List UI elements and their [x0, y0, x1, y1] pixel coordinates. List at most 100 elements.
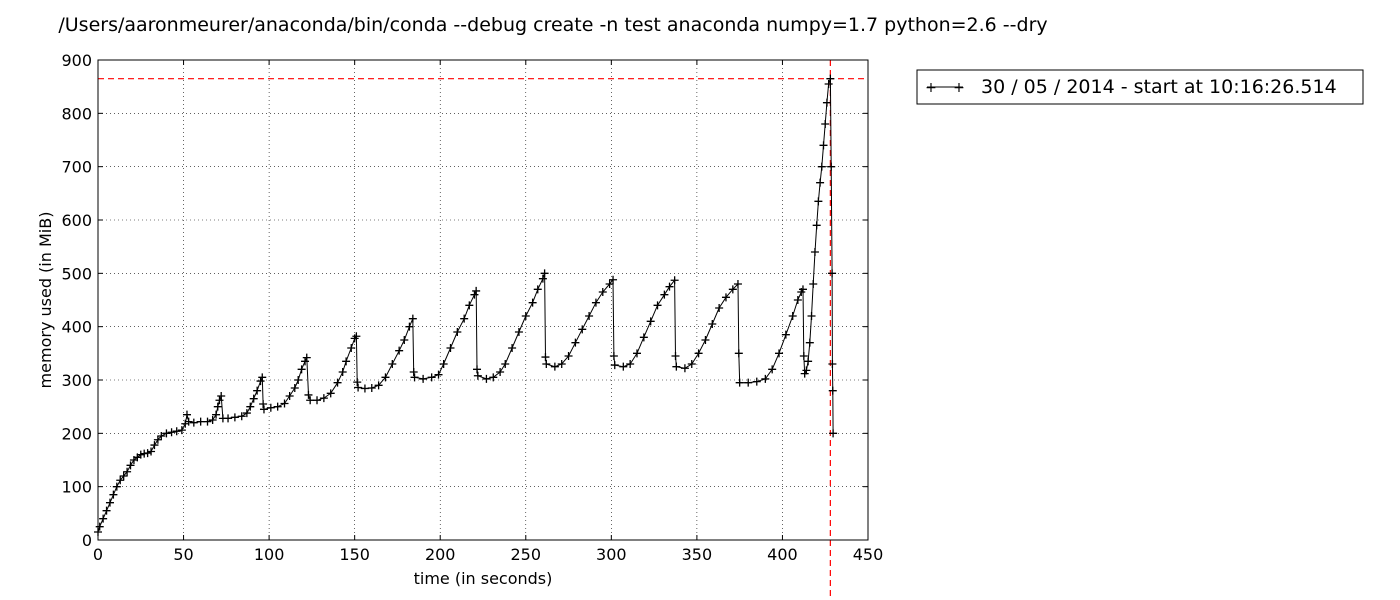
data-point: [819, 141, 828, 150]
data-point: [150, 441, 159, 450]
data-point: [653, 301, 662, 310]
x-axis-label: time (in seconds): [414, 569, 553, 588]
data-point: [609, 275, 618, 284]
data-point: [230, 413, 239, 422]
data-point: [521, 312, 530, 320]
y-tick-label: 300: [61, 371, 92, 390]
data-point: [237, 412, 246, 421]
data-point: [798, 285, 807, 294]
data-point: [557, 360, 566, 368]
data-point: [258, 373, 267, 382]
data-point: [687, 360, 696, 368]
data-point: [715, 304, 724, 312]
data-series: [94, 74, 838, 536]
data-point: [591, 298, 600, 307]
data-point: [672, 362, 681, 371]
data-point: [177, 426, 186, 435]
data-point: [302, 353, 311, 362]
data-point: [410, 373, 419, 382]
data-point: [680, 364, 689, 373]
data-point: [788, 312, 797, 320]
data-point: [752, 377, 761, 386]
data-point: [153, 435, 162, 444]
data-point: [253, 386, 262, 395]
data-point: [473, 371, 482, 380]
data-point: [123, 467, 132, 476]
data-point: [434, 370, 443, 379]
data-point: [208, 416, 217, 424]
data-point: [665, 282, 674, 291]
data-point: [460, 314, 469, 323]
data-point: [294, 376, 303, 384]
data-point: [259, 400, 268, 408]
data-point: [805, 338, 814, 347]
data-point: [508, 344, 517, 352]
data-point: [609, 352, 618, 360]
data-point: [646, 317, 655, 326]
data-point: [812, 221, 821, 230]
legend-marker-left: +: [925, 80, 937, 96]
data-point: [828, 269, 837, 278]
data-point: [564, 352, 573, 360]
data-point: [249, 394, 258, 403]
data-point: [816, 178, 825, 187]
data-point: [105, 498, 114, 507]
data-point: [246, 402, 255, 411]
data-point: [215, 396, 224, 405]
x-tick-label: 450: [853, 545, 884, 564]
data-point: [184, 417, 193, 426]
data-point: [781, 330, 790, 339]
data-point: [374, 381, 383, 390]
data-point: [167, 428, 176, 437]
data-point: [367, 384, 376, 392]
data-point: [671, 352, 680, 360]
data-point: [660, 290, 669, 299]
data-point: [496, 368, 505, 376]
x-tick-label: 200: [425, 545, 456, 564]
data-point: [827, 162, 836, 171]
data-point: [116, 476, 125, 485]
data-point: [541, 353, 550, 362]
data-point: [196, 417, 205, 426]
data-point: [266, 403, 275, 412]
data-point: [501, 360, 510, 368]
data-point: [256, 377, 265, 386]
x-tick-label: 300: [596, 545, 627, 564]
x-tick-label: 50: [173, 545, 193, 564]
data-point: [360, 384, 369, 393]
data-point: [259, 405, 268, 414]
data-point: [482, 374, 491, 383]
data-point: [542, 360, 551, 368]
data-point: [775, 349, 784, 358]
data-point: [395, 346, 404, 355]
x-tick-label: 0: [93, 545, 103, 564]
data-point: [319, 394, 328, 403]
data-point: [297, 365, 306, 374]
plot-frame: [97, 59, 869, 541]
data-point: [728, 285, 737, 294]
data-point: [213, 402, 222, 411]
data-point: [112, 482, 121, 491]
data-point: [352, 332, 361, 341]
data-point: [768, 365, 777, 374]
data-point: [809, 280, 818, 288]
data-point: [605, 280, 614, 288]
x-tick-label: 350: [682, 545, 713, 564]
data-point: [465, 301, 474, 310]
data-point: [821, 120, 830, 128]
data-point: [290, 384, 299, 392]
data-point: [470, 290, 479, 299]
y-tick-label: 600: [61, 211, 92, 230]
data-point: [826, 74, 835, 83]
data-point: [626, 360, 635, 368]
data-point: [285, 392, 294, 400]
data-point: [280, 399, 289, 408]
chart-title: /Users/aaronmeurer/anaconda/bin/conda --…: [58, 14, 1047, 36]
data-point: [157, 432, 166, 440]
data-point: [721, 293, 730, 302]
data-point: [633, 349, 641, 358]
data-point: [810, 248, 819, 256]
legend: + + 30 / 05 / 2014 - start at 10:16:26.5…: [916, 69, 1364, 105]
data-point: [670, 276, 679, 285]
